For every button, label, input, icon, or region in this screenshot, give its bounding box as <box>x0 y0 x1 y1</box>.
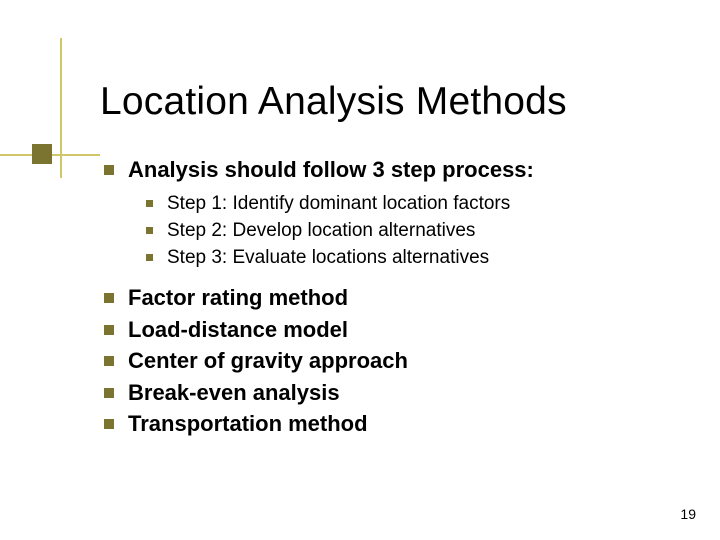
title-region: Location Analysis Methods <box>0 44 720 104</box>
list-item-text: Transportation method <box>128 410 368 438</box>
list-item: Center of gravity approach <box>104 347 684 375</box>
bullet-square-icon <box>104 325 114 335</box>
list-item-text: Break-even analysis <box>128 379 340 407</box>
bullet-square-icon <box>146 254 153 261</box>
list-item-text: Center of gravity approach <box>128 347 408 375</box>
list-item: Transportation method <box>104 410 684 438</box>
list-item: Load-distance model <box>104 316 684 344</box>
list-item-text: Analysis should follow 3 step process: <box>128 156 534 184</box>
slide: Location Analysis Methods Analysis shoul… <box>0 0 720 540</box>
sublist-item-text: Step 1: Identify dominant location facto… <box>167 192 510 216</box>
list-item: Factor rating method <box>104 284 684 312</box>
sublist-item: Step 1: Identify dominant location facto… <box>146 192 684 216</box>
bullet-square-icon <box>104 293 114 303</box>
bullet-square-icon <box>104 419 114 429</box>
body-content: Analysis should follow 3 step process: S… <box>104 156 684 442</box>
sublist-item-text: Step 2: Develop location alternatives <box>167 219 475 243</box>
sublist-item: Step 2: Develop location alternatives <box>146 219 684 243</box>
accent-square-icon <box>32 144 52 164</box>
list-item-text: Factor rating method <box>128 284 348 312</box>
slide-title: Location Analysis Methods <box>100 80 567 124</box>
list-item: Break-even analysis <box>104 379 684 407</box>
bullet-square-icon <box>104 388 114 398</box>
bullet-square-icon <box>146 200 153 207</box>
accent-vertical-line <box>60 38 62 178</box>
list-item: Analysis should follow 3 step process: <box>104 156 684 184</box>
bullet-square-icon <box>104 356 114 366</box>
page-number: 19 <box>680 506 696 522</box>
sublist-item: Step 3: Evaluate locations alternatives <box>146 246 684 270</box>
sublist: Step 1: Identify dominant location facto… <box>146 192 684 271</box>
list-item-text: Load-distance model <box>128 316 348 344</box>
sublist-item-text: Step 3: Evaluate locations alternatives <box>167 246 489 270</box>
bullet-square-icon <box>104 165 114 175</box>
bullet-square-icon <box>146 227 153 234</box>
